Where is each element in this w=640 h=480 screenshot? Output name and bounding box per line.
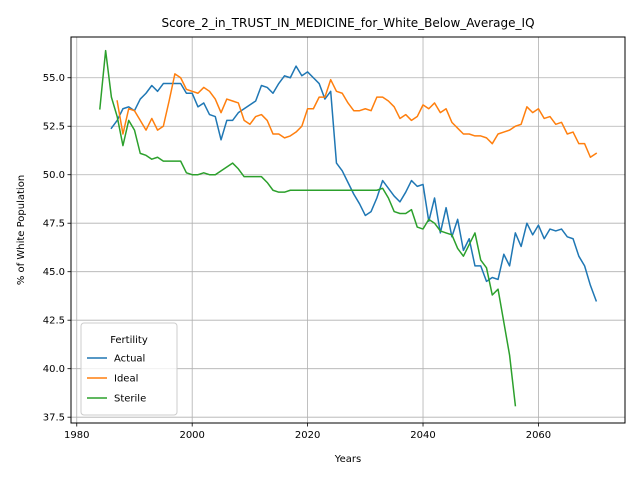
legend-title: Fertility bbox=[110, 335, 148, 346]
x-tick-label: 2040 bbox=[410, 430, 435, 441]
y-tick-label: 45.0 bbox=[43, 267, 65, 278]
series-line-sterile bbox=[99, 49, 517, 407]
legend-label-actual: Actual bbox=[114, 354, 145, 365]
legend-box bbox=[80, 322, 178, 416]
series-layer bbox=[99, 49, 598, 407]
legend: Fertility Actual Ideal Sterile bbox=[80, 322, 178, 416]
x-tick-label: 2000 bbox=[179, 430, 204, 441]
legend-entries: Actual Ideal Sterile bbox=[87, 354, 146, 405]
y-tick-label: 55.0 bbox=[43, 73, 65, 84]
x-tick-label: 2020 bbox=[295, 430, 320, 441]
y-tick-label: 42.5 bbox=[43, 316, 65, 327]
y-axis-label: % of White Population bbox=[16, 175, 27, 285]
x-tick-label: 2060 bbox=[526, 430, 551, 441]
legend-label-sterile: Sterile bbox=[114, 394, 146, 405]
y-tick-label: 37.5 bbox=[43, 413, 65, 424]
series-line-actual bbox=[110, 65, 598, 302]
chart-title: Score_2_in_TRUST_IN_MEDICINE_for_White_B… bbox=[161, 16, 534, 30]
grid-lines bbox=[71, 37, 625, 423]
y-axis: 37.5 40.0 42.5 45.0 47.5 50.0 52.5 55.0 bbox=[43, 73, 71, 424]
y-tick-label: 52.5 bbox=[43, 122, 65, 133]
y-tick-label: 47.5 bbox=[43, 219, 65, 230]
y-tick-label: 40.0 bbox=[43, 364, 65, 375]
plot-frame bbox=[70, 36, 626, 424]
x-axis-label: Years bbox=[334, 454, 361, 465]
legend-label-ideal: Ideal bbox=[114, 374, 138, 385]
y-tick-label: 50.0 bbox=[43, 170, 65, 181]
series-line-ideal bbox=[116, 73, 598, 159]
x-tick-label: 1980 bbox=[64, 430, 89, 441]
x-axis: 1980 2000 2020 2040 2060 bbox=[64, 423, 551, 441]
